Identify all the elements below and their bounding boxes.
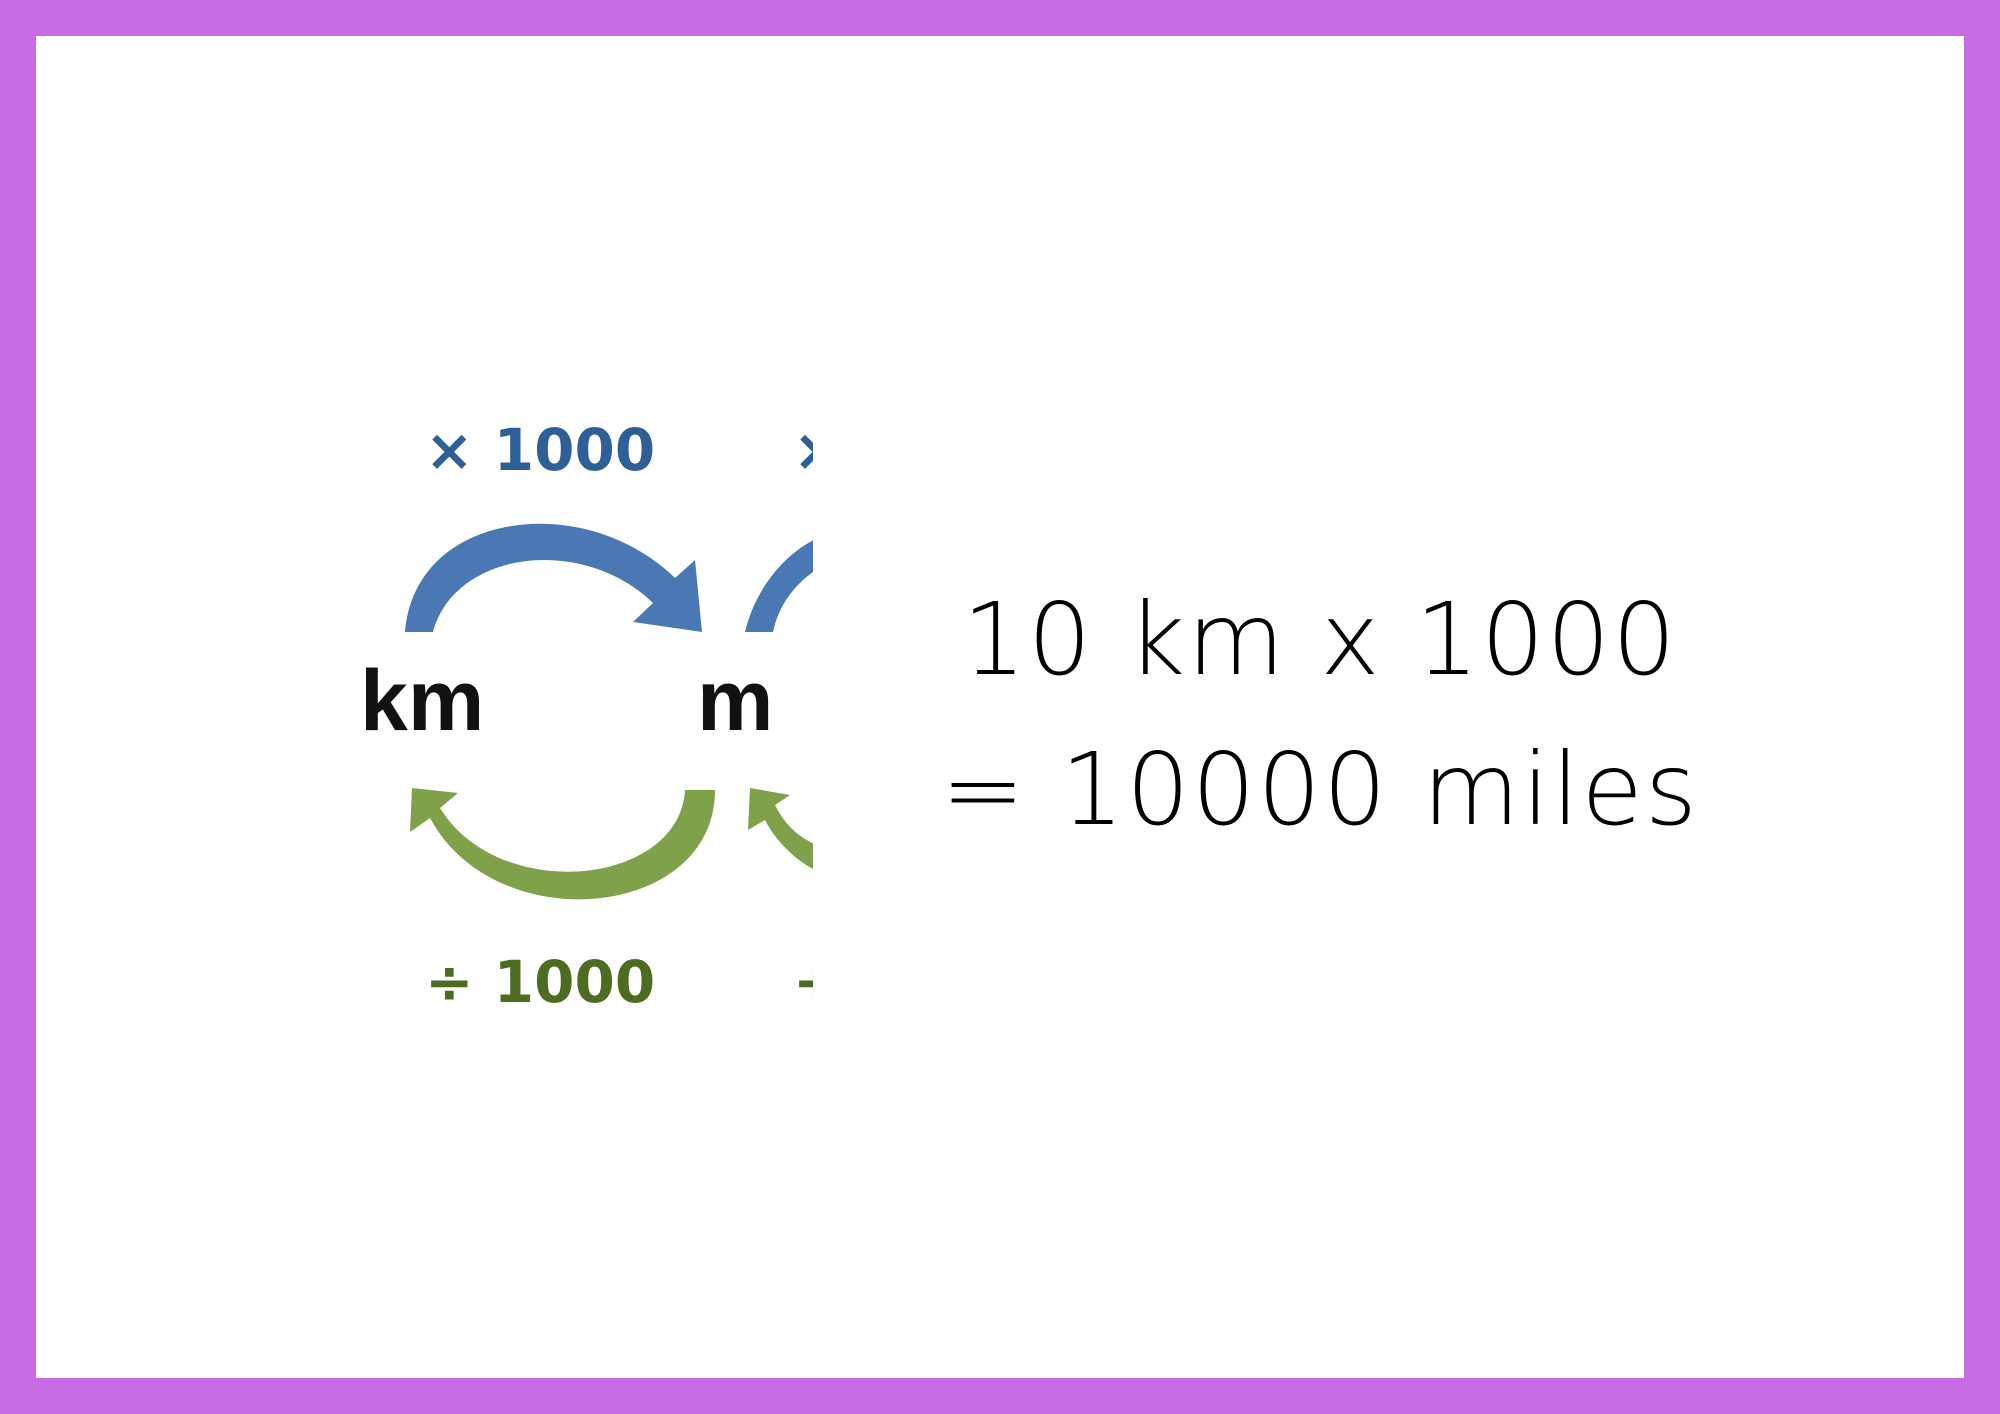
conversion-arrows-graphic: × 1000 × km m ÷ 1000 ÷ xyxy=(360,416,813,1016)
multiply-label: × 1000 xyxy=(425,416,655,484)
divide-label: ÷ 1000 xyxy=(425,948,655,1016)
divide-arrow xyxy=(410,788,715,900)
equation-line-1: 10 km x 1000 xyxy=(962,581,1678,698)
partial-divide-label: ÷ xyxy=(793,948,813,1016)
multiply-arrow-partial xyxy=(745,540,813,632)
unit-m-label: m xyxy=(697,653,773,749)
partial-multiply-label: × xyxy=(793,416,813,484)
unit-conversion-diagram: × 1000 × km m ÷ 1000 ÷ xyxy=(345,400,813,1040)
divide-arrow-partial xyxy=(748,788,813,869)
multiply-arrow xyxy=(405,523,702,632)
unit-km-label: km xyxy=(360,653,484,749)
equation-line-2: = 10000 miles xyxy=(940,731,1700,848)
conversion-equation: 10 km x 1000 = 10000 miles xyxy=(900,565,1740,865)
